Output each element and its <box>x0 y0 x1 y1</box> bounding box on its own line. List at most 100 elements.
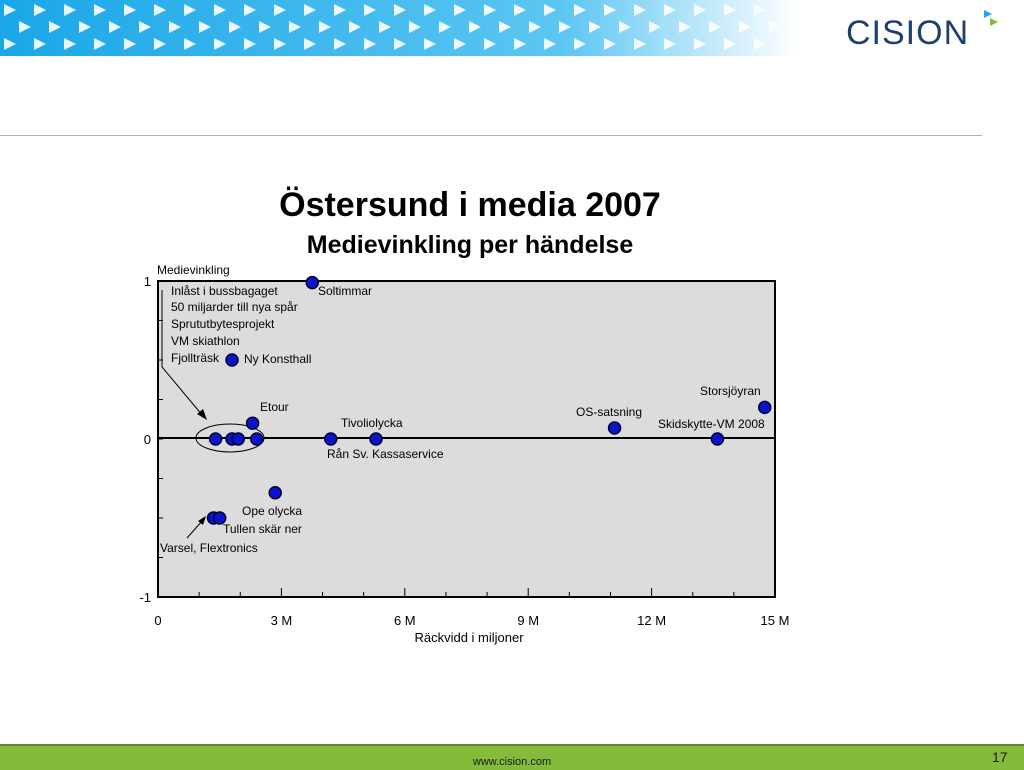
point-label: Tivoliolycka <box>341 416 403 430</box>
data-point <box>208 432 223 446</box>
banner-arrow-icon <box>484 4 496 16</box>
header-divider <box>0 135 982 136</box>
banner-arrow-icon <box>274 4 286 16</box>
banner-arrow-icon <box>469 21 481 33</box>
banner-arrow-icon <box>739 21 751 33</box>
banner-arrow-icon <box>19 21 31 33</box>
banner-arrow-icon <box>664 4 676 16</box>
banner-arrow-icon <box>49 21 61 33</box>
data-point <box>607 421 622 435</box>
annotation-label: Sprututbytesprojekt <box>171 317 275 331</box>
data-point <box>268 485 282 500</box>
point-label: Ny Konsthall <box>244 352 311 366</box>
banner-arrow-icon <box>364 38 376 50</box>
banner-arrow-icon <box>304 38 316 50</box>
point-label: Soltimmar <box>318 284 372 298</box>
banner-arrow-icon <box>349 21 361 33</box>
x-tick-label: 0 <box>154 613 161 628</box>
banner-arrow-icon <box>574 38 586 50</box>
annotation-label: 50 miljarder till nya spår <box>171 300 298 314</box>
negative-group-arrow <box>186 519 204 539</box>
banner-arrow-icon <box>214 4 226 16</box>
banner-arrow-icon <box>544 4 556 16</box>
negative-group-labels: Tullen skär ner Varsel, Flextronics <box>160 522 302 555</box>
banner-arrow-icon <box>439 21 451 33</box>
banner-arrow-icon <box>559 21 571 33</box>
y-tick-label: -1 <box>139 590 151 605</box>
banner-arrow-icon <box>394 4 406 16</box>
banner-arrow-icon <box>634 38 646 50</box>
zero-group-arrow <box>161 290 204 417</box>
banner-arrow-icon <box>199 21 211 33</box>
banner-arrow-icon <box>604 4 616 16</box>
banner-arrow-icon <box>124 4 136 16</box>
banner-arrow-icon <box>529 21 541 33</box>
banner-arrow-icon <box>289 21 301 33</box>
x-tick-label: 9 M <box>517 613 539 628</box>
banner-arrow-icon <box>454 38 466 50</box>
zero-group-labels: Inlåst i bussbagaget 50 miljarder till n… <box>171 284 298 365</box>
banner-arrow-icon <box>319 21 331 33</box>
data-point <box>305 275 319 290</box>
banner-arrow-icon <box>679 21 691 33</box>
banner-arrow-icon <box>514 38 526 50</box>
banner-arrow-icon <box>244 4 256 16</box>
banner-arrow-icon <box>454 4 466 16</box>
cision-logo-mark-icon <box>984 10 998 26</box>
banner-arrow-icon <box>694 38 706 50</box>
banner-arrow-icon <box>409 21 421 33</box>
banner-arrow-icon <box>4 38 16 50</box>
footer-url-link[interactable]: www.cision.com <box>472 756 552 768</box>
banner-arrow-icon <box>754 38 766 50</box>
page-number: 17 <box>992 749 1008 765</box>
chart-subtitle: Medievinkling per händelse <box>306 231 634 259</box>
banner-arrow-icon <box>514 4 526 16</box>
annotation-label: Tullen skär ner <box>223 522 302 536</box>
point-label: Rån Sv. Kassaservice <box>327 447 444 461</box>
point-label: Ope olycka <box>242 504 302 518</box>
banner-arrow-icon <box>604 38 616 50</box>
banner-arrow-icon <box>214 38 226 50</box>
data-point <box>225 353 239 367</box>
data-point <box>710 432 725 446</box>
y-axis-label: Medievinkling <box>157 263 230 277</box>
banner-arrow-icon <box>94 4 106 16</box>
banner-arrow-icon <box>364 4 376 16</box>
banner-arrow-icon <box>589 21 601 33</box>
header-banner <box>0 0 1024 56</box>
banner-arrow-icon <box>184 38 196 50</box>
banner-arrow-icon <box>544 38 556 50</box>
banner-arrow-icon <box>184 4 196 16</box>
banner-arrow-icon <box>574 4 586 16</box>
banner-arrow-icon <box>274 38 286 50</box>
data-point <box>324 432 338 446</box>
banner-arrow-icon <box>154 4 166 16</box>
zero-group-ellipse <box>195 423 265 453</box>
banner-arrow-icon <box>754 4 766 16</box>
annotation-label: Inlåst i bussbagaget <box>171 284 278 298</box>
banner-arrow-icon <box>499 21 511 33</box>
banner-arrow-icon <box>334 4 346 16</box>
point-label: OS-satsning <box>576 405 642 419</box>
banner-arrow-icon <box>334 38 346 50</box>
data-point <box>369 432 383 446</box>
x-tick-label: 12 M <box>637 613 666 628</box>
banner-arrow-icon <box>769 21 781 33</box>
x-tick-label: 3 M <box>271 613 293 628</box>
x-axis-label: Räckvidd i miljoner <box>414 630 524 645</box>
banner-arrow-icon <box>139 21 151 33</box>
banner-arrow-icon <box>34 4 46 16</box>
banner-arrow-icon <box>4 4 16 16</box>
point-label: Storsjöyran <box>700 384 761 398</box>
banner-arrow-icon <box>259 21 271 33</box>
y-tick-label: 1 <box>144 274 151 289</box>
banner-arrow-icon <box>34 38 46 50</box>
banner-arrow-icon <box>484 38 496 50</box>
banner-arrow-icon <box>694 4 706 16</box>
banner-arrow-icon <box>394 38 406 50</box>
banner-arrow-icon <box>649 21 661 33</box>
zero-group-arrowhead-icon <box>197 409 207 420</box>
banner-arrow-icon <box>619 21 631 33</box>
banner-arrow-icon <box>229 21 241 33</box>
